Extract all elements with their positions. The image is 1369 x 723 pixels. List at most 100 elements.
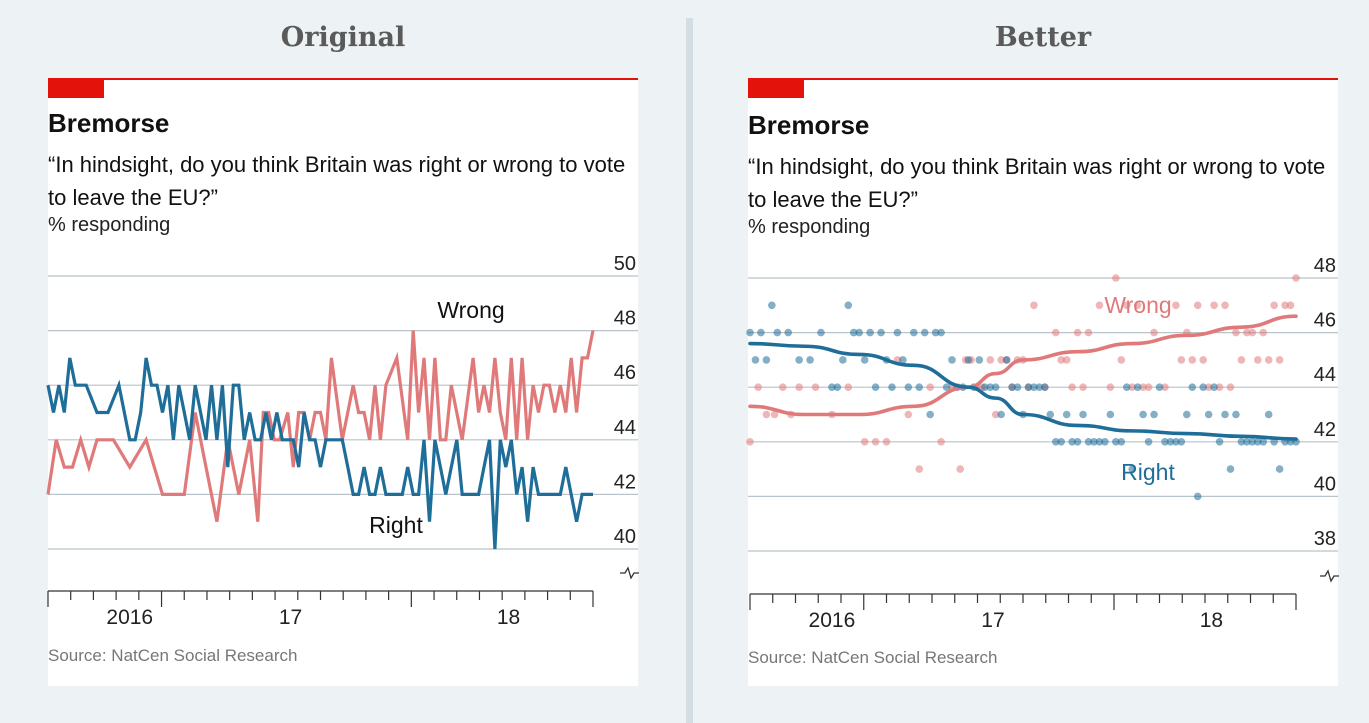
data-point-wrong bbox=[811, 383, 820, 392]
data-point-right bbox=[1068, 438, 1076, 446]
y-tick-label: 46 bbox=[614, 362, 636, 384]
data-point-right bbox=[893, 328, 902, 337]
data-point-right bbox=[860, 356, 869, 364]
data-point-wrong bbox=[1253, 356, 1262, 364]
data-point-right bbox=[839, 356, 847, 364]
data-point-right bbox=[806, 356, 814, 364]
data-point-wrong bbox=[844, 383, 853, 392]
data-point-wrong bbox=[1112, 274, 1120, 282]
data-point-right bbox=[768, 301, 776, 310]
data-point-right bbox=[1095, 438, 1104, 446]
data-point-right bbox=[1188, 383, 1197, 392]
data-point-right bbox=[926, 410, 934, 419]
data-point-right bbox=[866, 328, 874, 337]
data-point-wrong bbox=[1079, 383, 1087, 392]
data-point-wrong bbox=[871, 438, 880, 446]
data-point-right bbox=[1232, 410, 1240, 419]
y-tick-label: 42 bbox=[1314, 419, 1336, 441]
chart-source: Source: NatCen Social Research bbox=[48, 646, 298, 665]
x-tick-label: 17 bbox=[981, 609, 1004, 632]
series-label-right: Right bbox=[1121, 459, 1175, 485]
data-point-right bbox=[1051, 438, 1060, 446]
y-tick-label: 44 bbox=[1314, 364, 1336, 386]
data-point-right bbox=[751, 356, 760, 364]
x-tick-label: 18 bbox=[1200, 609, 1223, 632]
data-point-right bbox=[899, 356, 907, 364]
data-point-right bbox=[1073, 438, 1082, 446]
data-point-wrong bbox=[915, 465, 924, 473]
data-point-wrong bbox=[1068, 383, 1076, 392]
chart-subtitle: “In hindsight, do you think Britain was … bbox=[748, 154, 1326, 212]
data-point-right bbox=[915, 383, 924, 392]
data-point-wrong bbox=[1215, 383, 1224, 392]
data-point-right bbox=[1210, 383, 1218, 392]
data-point-right bbox=[910, 328, 918, 337]
accent-tag bbox=[748, 78, 804, 98]
data-point-right bbox=[1248, 438, 1257, 446]
chart-panel-better: Bremorse “In hindsight, do you think Bri… bbox=[746, 78, 1339, 686]
data-point-right bbox=[1030, 383, 1038, 392]
data-point-right bbox=[1199, 383, 1207, 392]
data-point-right bbox=[1112, 438, 1120, 446]
data-point-wrong bbox=[1243, 328, 1251, 337]
accent-rule bbox=[48, 78, 638, 80]
data-point-wrong bbox=[991, 410, 1000, 419]
data-point-wrong bbox=[1193, 301, 1202, 310]
data-point-right bbox=[746, 328, 754, 337]
chart-unit-label: % responding bbox=[748, 216, 871, 238]
data-point-right bbox=[942, 383, 951, 392]
data-point-right bbox=[920, 328, 929, 337]
chart-svg: 38 40 42 44 46 48 2016 17 18 Wrong Right bbox=[746, 255, 1339, 632]
data-point-right bbox=[964, 356, 973, 364]
data-point-wrong bbox=[754, 383, 762, 392]
data-point-wrong bbox=[1248, 328, 1257, 337]
data-point-right bbox=[1161, 438, 1169, 446]
data-point-wrong bbox=[1281, 301, 1289, 310]
data-point-right bbox=[855, 328, 863, 337]
data-point-right bbox=[1079, 410, 1087, 419]
data-point-right bbox=[1253, 438, 1262, 446]
data-point-wrong bbox=[1073, 328, 1082, 337]
data-point-wrong bbox=[1232, 328, 1240, 337]
data-point-wrong bbox=[1177, 356, 1186, 364]
data-point-right bbox=[762, 356, 771, 364]
data-point-right bbox=[1183, 410, 1191, 419]
data-point-wrong bbox=[926, 383, 934, 392]
data-point-right bbox=[817, 328, 825, 337]
data-point-right bbox=[1090, 438, 1098, 446]
data-point-wrong bbox=[1226, 383, 1235, 392]
data-point-right bbox=[1243, 438, 1251, 446]
data-point-wrong bbox=[1139, 383, 1147, 392]
data-point-right bbox=[1275, 465, 1284, 473]
data-point-wrong bbox=[1106, 383, 1115, 392]
data-point-right bbox=[844, 301, 853, 310]
data-point-wrong bbox=[1275, 356, 1284, 364]
data-point-wrong bbox=[1030, 301, 1038, 310]
data-point-wrong bbox=[1150, 328, 1158, 337]
data-point-wrong bbox=[1057, 356, 1066, 364]
data-point-right bbox=[1057, 438, 1066, 446]
data-point-wrong bbox=[770, 410, 779, 419]
data-point-wrong bbox=[956, 465, 965, 473]
chart-unit-label: % responding bbox=[48, 214, 171, 236]
data-point-right bbox=[1046, 410, 1055, 419]
data-point-wrong bbox=[937, 438, 945, 446]
series-line-right bbox=[46, 357, 593, 550]
y-tick-label: 46 bbox=[1314, 310, 1336, 332]
panel-divider bbox=[686, 18, 693, 723]
data-point-right bbox=[1144, 438, 1153, 446]
data-point-wrong bbox=[882, 438, 891, 446]
data-point-wrong bbox=[860, 438, 869, 446]
data-point-right bbox=[997, 410, 1005, 419]
data-point-right bbox=[991, 383, 1000, 392]
data-point-right bbox=[975, 356, 984, 364]
data-point-right bbox=[1122, 383, 1131, 392]
data-point-wrong bbox=[904, 410, 913, 419]
y-tick-label: 44 bbox=[614, 417, 636, 439]
trend-line-right bbox=[748, 341, 1298, 441]
data-point-wrong bbox=[997, 356, 1005, 364]
data-point-right bbox=[1150, 410, 1158, 419]
data-point-wrong bbox=[1122, 301, 1131, 310]
heading-better: Better bbox=[994, 22, 1092, 53]
data-point-right bbox=[1215, 438, 1224, 446]
